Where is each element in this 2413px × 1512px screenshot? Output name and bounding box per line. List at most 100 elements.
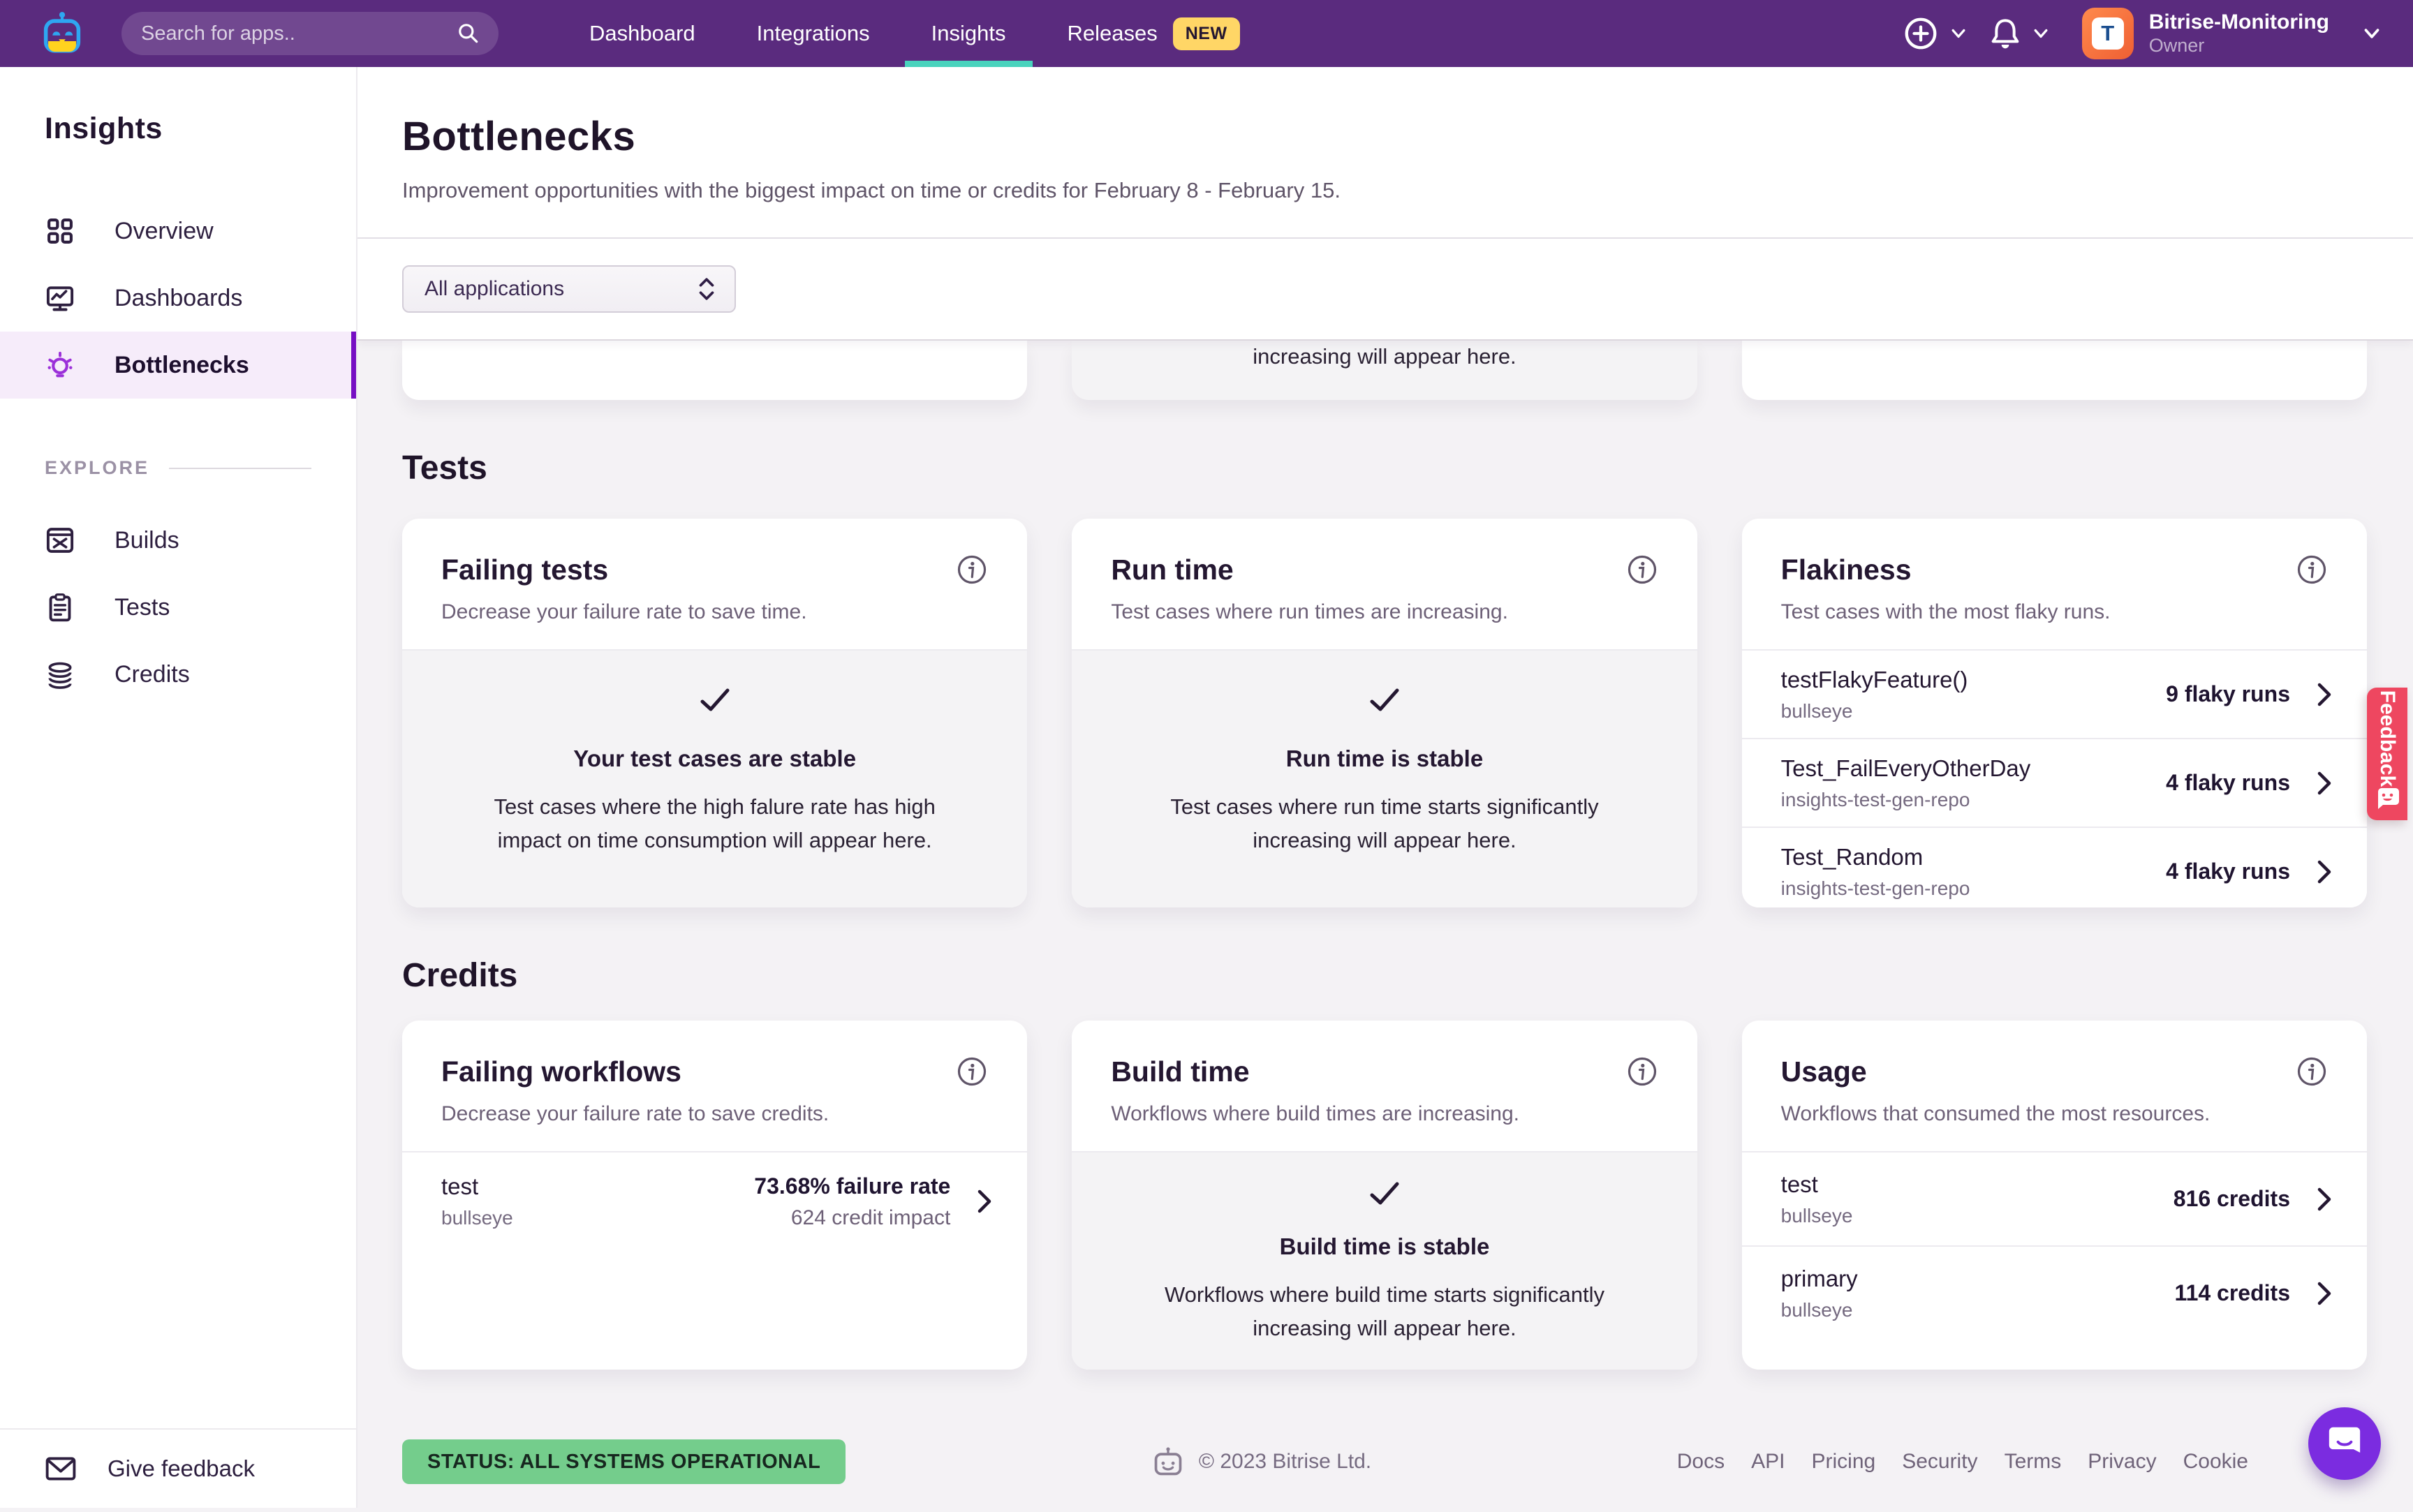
nav-link-releases[interactable]: Releases bbox=[1067, 21, 1158, 45]
chat-launcher-button[interactable] bbox=[2308, 1407, 2381, 1480]
give-feedback-label: Give feedback bbox=[108, 1455, 255, 1481]
chat-bubble-icon bbox=[2326, 1424, 2363, 1463]
info-icon[interactable] bbox=[1626, 1055, 1658, 1088]
sidebar: Insights Overview bbox=[0, 67, 357, 1508]
card-title: Failing tests bbox=[441, 554, 609, 586]
status-badge[interactable]: STATUS: ALL SYSTEMS OPERATIONAL bbox=[402, 1439, 846, 1484]
scroll-content: increasing will appear here. Tests Faili… bbox=[357, 341, 2413, 1512]
row-value: 4 flaky runs bbox=[2166, 770, 2290, 795]
row-value: 4 flaky runs bbox=[2166, 859, 2290, 884]
card-title: Failing workflows bbox=[441, 1055, 681, 1088]
footer-link-privacy[interactable]: Privacy bbox=[2088, 1450, 2157, 1473]
empty-state: Build time is stable Workflows where bui… bbox=[1072, 1152, 1697, 1370]
test-name: Test_FailEveryOtherDay bbox=[1780, 755, 2031, 781]
search-input[interactable] bbox=[140, 21, 457, 46]
usage-row[interactable]: test bullseye 816 credits bbox=[1741, 1152, 2367, 1245]
partial-card-left bbox=[402, 341, 1028, 400]
sidebar-item-label: Tests bbox=[115, 593, 170, 621]
sidebar-title: Insights bbox=[45, 112, 163, 145]
coins-icon bbox=[45, 659, 75, 690]
repo-name: insights-test-gen-repo bbox=[1780, 877, 1970, 899]
plus-circle-icon bbox=[1902, 15, 1940, 52]
feedback-tab[interactable]: Feedback bbox=[2367, 688, 2407, 820]
info-icon[interactable] bbox=[1626, 554, 1658, 586]
bitrise-logo-icon[interactable] bbox=[39, 10, 85, 57]
partial-cards-row: increasing will appear here. bbox=[402, 341, 2367, 400]
credits-cards-row: Failing workflows Decrease your failure … bbox=[402, 1021, 2367, 1370]
workflow-name: primary bbox=[1780, 1265, 1858, 1291]
applications-select[interactable]: All applications bbox=[402, 265, 736, 313]
footer-link-docs[interactable]: Docs bbox=[1676, 1450, 1725, 1473]
footer-link-terms[interactable]: Terms bbox=[2004, 1450, 2062, 1473]
sidebar-item-credits[interactable]: Credits bbox=[0, 641, 356, 708]
footer-link-cookie[interactable]: Cookie bbox=[2183, 1450, 2248, 1473]
chevron-right-icon bbox=[2317, 1187, 2332, 1212]
usage-card: Usage Workflows that consumed the most r… bbox=[1741, 1021, 2367, 1370]
explore-nav: Builds Tests bbox=[0, 507, 356, 708]
sidebar-item-label: Credits bbox=[115, 660, 190, 688]
copyright: © 2023 Bitrise Ltd. bbox=[1151, 1446, 1371, 1477]
bell-icon bbox=[1988, 15, 2022, 52]
empty-state: Your test cases are stable Test cases wh… bbox=[402, 651, 1028, 907]
divider bbox=[169, 467, 311, 469]
nav-link-integrations[interactable]: Integrations bbox=[756, 21, 870, 45]
page-header: Bottlenecks Improvement opportunities wi… bbox=[357, 67, 2413, 239]
chevron-down-icon bbox=[2032, 27, 2050, 40]
usage-row[interactable]: primary bullseye 114 credits bbox=[1741, 1245, 2367, 1340]
nav-link-dashboard[interactable]: Dashboard bbox=[589, 21, 695, 45]
footer-link-pricing[interactable]: Pricing bbox=[1811, 1450, 1876, 1473]
notifications-button[interactable] bbox=[1988, 15, 2050, 52]
sidebar-item-label: Builds bbox=[115, 526, 179, 554]
partial-card-text: increasing will appear here. bbox=[1253, 344, 1517, 369]
check-icon bbox=[699, 687, 731, 713]
card-header: Flakiness Test cases with the most flaky… bbox=[1741, 519, 2367, 651]
workflow-row[interactable]: test bullseye 73.68% failure rate 624 cr… bbox=[402, 1152, 1028, 1250]
info-icon[interactable] bbox=[2296, 1055, 2328, 1088]
copyright-text: © 2023 Bitrise Ltd. bbox=[1198, 1450, 1372, 1473]
partial-card-middle: increasing will appear here. bbox=[1072, 341, 1697, 400]
workflow-name: test bbox=[1780, 1171, 1818, 1197]
info-icon[interactable] bbox=[956, 554, 988, 586]
filter-bar: All applications bbox=[357, 239, 2413, 341]
card-subtitle: Decrease your failure rate to save credi… bbox=[441, 1102, 829, 1125]
account-menu[interactable]: T Bitrise-Monitoring Owner bbox=[2081, 8, 2382, 59]
footer-link-api[interactable]: API bbox=[1751, 1450, 1785, 1473]
monitor-chart-icon bbox=[45, 283, 75, 313]
sidebar-item-label: Dashboards bbox=[115, 284, 243, 311]
info-icon[interactable] bbox=[2296, 554, 2328, 586]
sidebar-item-bottlenecks[interactable]: Bottlenecks bbox=[0, 332, 356, 399]
applications-select-value: All applications bbox=[425, 277, 565, 300]
nav-link-insights[interactable]: Insights bbox=[904, 0, 1033, 67]
empty-state-body: Test cases where the high falure rate ha… bbox=[494, 794, 936, 852]
flakiness-row[interactable]: Test_FailEveryOtherDay insights-test-gen… bbox=[1741, 738, 2367, 827]
empty-state-title: Your test cases are stable bbox=[573, 746, 857, 771]
nav-link-releases-group: Releases NEW bbox=[1068, 0, 1240, 67]
card-header: Run time Test cases where run times are … bbox=[1072, 519, 1697, 651]
empty-state-body: Test cases where run time starts signifi… bbox=[1170, 794, 1599, 852]
failing-tests-card: Failing tests Decrease your failure rate… bbox=[402, 519, 1028, 907]
footer-link-security[interactable]: Security bbox=[1902, 1450, 1978, 1473]
give-feedback-button[interactable]: Give feedback bbox=[0, 1428, 356, 1508]
page-subtitle: Improvement opportunities with the bigge… bbox=[402, 178, 1341, 202]
add-new-button[interactable] bbox=[1902, 15, 1968, 52]
sidebar-item-tests[interactable]: Tests bbox=[0, 574, 356, 641]
workspace-role: Owner bbox=[2148, 35, 2205, 56]
flakiness-row[interactable]: testFlakyFeature() bullseye 9 flaky runs bbox=[1741, 651, 2367, 738]
chevron-right-icon bbox=[2317, 682, 2332, 707]
empty-state-body: Workflows where build time starts signif… bbox=[1164, 1282, 1604, 1340]
flakiness-row[interactable]: Test_Random insights-test-gen-repo 4 fla… bbox=[1741, 827, 2367, 907]
info-icon[interactable] bbox=[956, 1055, 988, 1088]
sidebar-item-dashboards[interactable]: Dashboards bbox=[0, 265, 356, 332]
chevron-right-icon bbox=[977, 1189, 992, 1214]
envelope-icon bbox=[45, 1455, 77, 1483]
sidebar-item-builds[interactable]: Builds bbox=[0, 507, 356, 574]
card-title: Flakiness bbox=[1780, 554, 1912, 586]
empty-state-title: Build time is stable bbox=[1279, 1233, 1490, 1259]
builds-icon bbox=[45, 525, 75, 556]
section-heading-credits: Credits bbox=[402, 957, 518, 994]
sidebar-item-overview[interactable]: Overview bbox=[0, 198, 356, 265]
row-value: 816 credits bbox=[2173, 1186, 2290, 1211]
sidebar-item-label: Overview bbox=[115, 217, 214, 244]
flakiness-rows: testFlakyFeature() bullseye 9 flaky runs… bbox=[1741, 651, 2367, 907]
empty-state: Run time is stable Test cases where run … bbox=[1072, 651, 1697, 907]
